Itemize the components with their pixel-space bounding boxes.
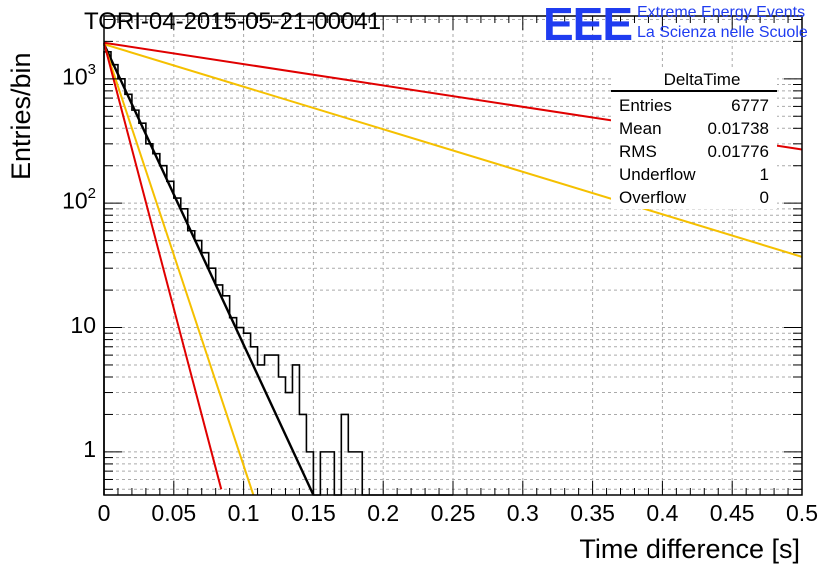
- histogram-bars: [103, 50, 453, 496]
- stats-label: Entries: [619, 96, 672, 115]
- x-tick-label: 0.45: [709, 500, 755, 526]
- chart-title: TORI-04-2015-05-21-00041: [84, 8, 382, 35]
- x-tick-label: 0.15: [291, 500, 336, 526]
- y-tick-label: 10: [70, 311, 96, 338]
- x-tick-label: 0.25: [430, 500, 476, 526]
- histogram-bin: [292, 365, 299, 495]
- x-tick-label: 0.05: [151, 500, 197, 526]
- stats-label: Mean: [619, 119, 662, 138]
- histogram-bin: [237, 328, 244, 495]
- logo-text: Extreme Energy Events La Scienza nelle S…: [637, 3, 808, 43]
- histogram-bin: [195, 241, 202, 495]
- fit-line: [103, 43, 803, 258]
- histogram-bin: [223, 296, 230, 495]
- stats-box: DeltaTime Entries 6777 Mean 0.01738 RMS 0.017…: [611, 69, 777, 209]
- histogram-bin: [320, 452, 327, 495]
- x-tick-label: 0.3: [506, 500, 539, 526]
- histogram-outline: [103, 50, 453, 496]
- y-tick-label: 102: [62, 185, 96, 214]
- stats-row: Underflow 1: [611, 163, 777, 186]
- fit-line: [102, 43, 315, 496]
- histogram-bin: [272, 355, 279, 495]
- stats-row: Entries 6777: [611, 94, 777, 117]
- y-tick-label: 1: [83, 435, 96, 462]
- histogram-bin: [111, 65, 118, 495]
- logo-line1: Extreme Energy Events: [637, 4, 806, 21]
- histogram-bin: [265, 355, 272, 495]
- x-tick-label: 0.1: [227, 500, 260, 526]
- histogram-bin: [279, 377, 286, 495]
- stats-value: 6777: [731, 96, 769, 115]
- x-axis-label: Time difference [s]: [579, 534, 800, 564]
- stats-label: Overflow: [619, 188, 687, 207]
- histogram-bin: [327, 452, 334, 495]
- x-tick-label: 0.2: [367, 500, 400, 526]
- eee-logo: EEE: [543, 0, 633, 50]
- stats-row: Mean 0.01738: [611, 117, 777, 140]
- fit-curves: [102, 41, 803, 496]
- fit-line: [103, 43, 255, 496]
- histogram-bin: [355, 452, 362, 495]
- stats-value: 0.01776: [707, 142, 769, 161]
- x-tick-label: 0: [97, 500, 111, 526]
- axis-ticks: [103, 16, 803, 495]
- histogram-bin: [167, 181, 174, 495]
- stats-row: RMS 0.01776: [611, 140, 777, 163]
- grid: [104, 16, 803, 495]
- histogram-bin: [104, 52, 111, 495]
- histogram-bin: [230, 318, 237, 495]
- x-tick-label: 0.4: [646, 500, 679, 526]
- stats-name: DeltaTime: [611, 69, 777, 92]
- stats-value: 0.01738: [707, 119, 769, 138]
- stats-value: 0: [759, 188, 769, 207]
- histogram-bin: [146, 144, 153, 495]
- stats-label: Underflow: [619, 165, 696, 184]
- histogram-bin: [348, 452, 355, 495]
- histogram-bin: [118, 79, 125, 495]
- histogram-bin: [341, 414, 348, 495]
- logo-line2: La Scienza nelle Scuole: [637, 24, 808, 41]
- histogram-bin: [299, 414, 306, 495]
- histogram-bin: [202, 253, 209, 495]
- histogram-bin: [125, 94, 132, 495]
- x-tick-label: 0.35: [570, 500, 615, 526]
- x-tick-label: 0.5: [786, 500, 818, 526]
- stats-row: Overflow 0: [611, 186, 777, 209]
- stats-label: RMS: [619, 142, 657, 161]
- stats-value: 1: [759, 165, 769, 184]
- fit-line: [103, 42, 223, 490]
- y-axis-label: Entries/bin: [6, 52, 36, 180]
- y-tick-label: 103: [62, 60, 96, 90]
